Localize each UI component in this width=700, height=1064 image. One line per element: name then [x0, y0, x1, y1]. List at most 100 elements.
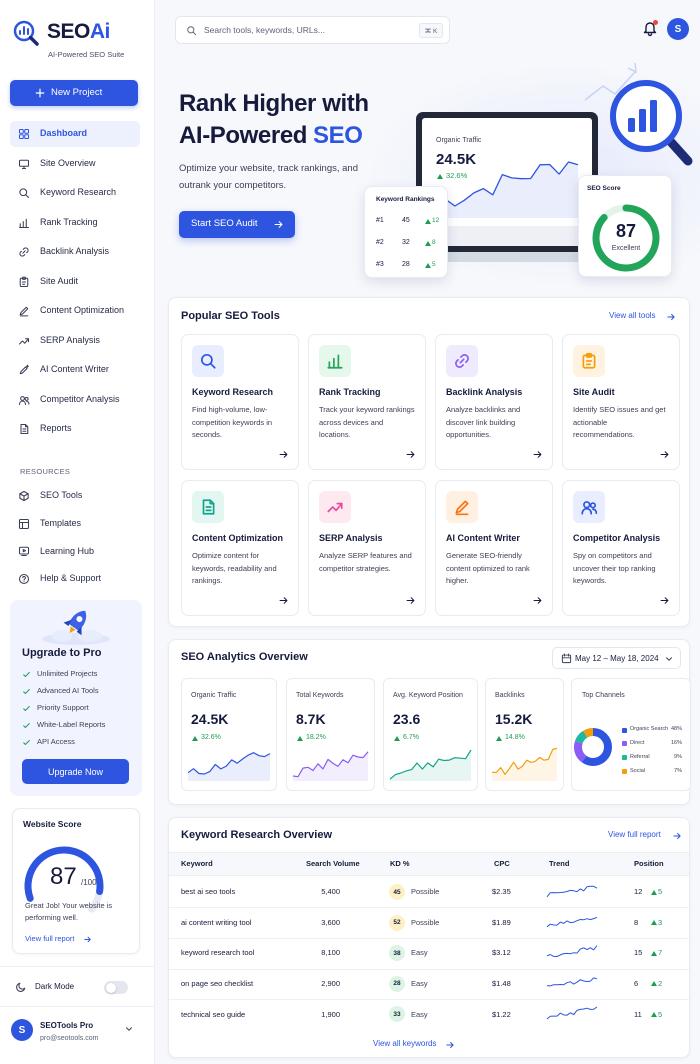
account-avatar: S	[11, 1019, 33, 1041]
tool-card[interactable]: Content Optimization Optimize content for…	[181, 480, 299, 616]
nav-icon-part	[18, 128, 30, 140]
link[interactable]: View all tools	[609, 310, 656, 320]
plus-icon	[35, 88, 45, 98]
resource-item[interactable]: Help & Support	[10, 566, 140, 592]
tool-card[interactable]: Site Audit Identify SEO issues and get ac…	[562, 334, 680, 470]
search-volume: 8,100	[321, 948, 340, 958]
resource-icon	[18, 547, 30, 557]
tool-card[interactable]: SERP Analysis Analyze SERP features and c…	[308, 480, 426, 616]
laptop-illustration-part	[422, 118, 592, 246]
tool-card[interactable]: Competitor Analysis Spy on competitors an…	[562, 480, 680, 616]
resource-icon-part	[22, 549, 27, 553]
up-arrow	[651, 981, 657, 987]
nav-item[interactable]: Keyword Research	[10, 180, 140, 206]
nav-item[interactable]: Backlink Analysis	[10, 239, 140, 265]
moon-icon	[16, 982, 26, 992]
nav-icon-part	[21, 276, 27, 280]
trend-sparkline-line	[546, 977, 598, 987]
metric-sparkline-area	[293, 751, 368, 781]
tool-icon	[202, 499, 215, 515]
user-avatar[interactable]: S	[667, 18, 689, 40]
nav-icon-part	[21, 165, 27, 169]
notification-bell-part	[643, 22, 657, 34]
nav-item[interactable]: Dashboard	[10, 121, 140, 147]
upgrade-button[interactable]: Upgrade Now	[22, 759, 129, 784]
rocket-illustration-part	[63, 610, 87, 636]
search-box[interactable]: Search tools, keywords, URLs... ⌘ K	[175, 16, 450, 44]
resource-label: Templates	[40, 517, 82, 528]
nav-item[interactable]: AI Content Writer	[10, 357, 140, 383]
metric-card: Organic Traffic 24.5K 32.6%	[181, 678, 277, 791]
link[interactable]: View all keywords	[373, 1038, 437, 1048]
legend-value: 7%	[674, 767, 682, 774]
tool-card[interactable]: Rank Tracking Track your keyword rankings…	[308, 334, 426, 470]
link[interactable]: View full report	[25, 934, 75, 944]
date-picker[interactable]: May 12 – May 18, 2024	[552, 647, 681, 669]
nav-item[interactable]: Content Optimization	[10, 298, 140, 324]
nav-icon-part	[20, 423, 29, 435]
nav-item[interactable]: Reports	[10, 416, 140, 442]
search-volume: 2,900	[321, 978, 340, 988]
tool-card[interactable]: Backlink Analysis Analyze backlinks and d…	[435, 334, 553, 470]
metric-sparkline	[292, 751, 369, 781]
shortcut-label: ⌘ K	[424, 27, 438, 35]
metric-change: 14.8%	[505, 734, 525, 742]
nav-label: SERP Analysis	[40, 334, 100, 345]
resource-item[interactable]: SEO Tools	[10, 483, 140, 509]
tool-name: SERP Analysis	[319, 533, 383, 544]
section-title: SEO Analytics Overview	[181, 650, 308, 663]
resource-icon	[18, 518, 30, 529]
chevron-icon-part	[126, 1027, 132, 1031]
nav-item[interactable]: Rank Tracking	[10, 210, 140, 236]
nav-item[interactable]: SERP Analysis	[10, 328, 140, 354]
logo-icon	[13, 20, 39, 46]
divider	[0, 966, 155, 967]
nav-label: Rank Tracking	[40, 216, 98, 227]
nav-icon-part	[18, 159, 30, 167]
nav-icon-part	[19, 188, 30, 199]
traffic-chart	[435, 161, 579, 218]
search-volume: 1,900	[321, 1009, 340, 1019]
donut-segment	[574, 728, 612, 766]
nav-icon-part	[19, 277, 29, 287]
metric-value: 15.2K	[495, 710, 533, 727]
dark-mode-toggle[interactable]	[104, 981, 128, 994]
arrow-icon-part	[274, 221, 283, 228]
nav-item[interactable]: Site Overview	[10, 151, 140, 177]
position: 6	[634, 978, 639, 988]
legend-swatch	[622, 768, 627, 774]
cpc: $1.48	[492, 978, 511, 988]
plus-icon-part	[35, 88, 45, 98]
nav-label: Competitor Analysis	[40, 393, 120, 404]
nav-item[interactable]: Site Audit	[10, 269, 140, 295]
seo-score-ring	[592, 204, 660, 272]
nav-item[interactable]: Competitor Analysis	[10, 387, 140, 413]
new-project-button[interactable]: New Project	[10, 80, 138, 106]
metric-value: 24.5K	[436, 151, 477, 169]
tool-card[interactable]: Keyword Research Find high-volume, low-co…	[181, 334, 299, 470]
arrow-icon	[406, 597, 415, 604]
nav-icon	[18, 395, 30, 405]
metric-label: Avg. Keyword Position	[393, 692, 463, 700]
logo-icon-part	[13, 20, 35, 42]
logo-icon-part	[28, 35, 39, 46]
resource-item[interactable]: Learning Hub	[10, 538, 140, 564]
tool-description: Find high-volume, low-competition keywor…	[192, 405, 273, 440]
tool-card[interactable]: AI Content Writer Generate SEO-friendly c…	[435, 480, 553, 616]
resource-item[interactable]: Templates	[10, 511, 140, 537]
tool-description: Generate SEO-friendly content optimized …	[446, 551, 530, 586]
cpc: $3.12	[492, 948, 511, 958]
legend-swatch	[622, 741, 627, 747]
link[interactable]: View full report	[608, 829, 661, 839]
plus-icon-part	[35, 88, 45, 98]
arrow-icon	[673, 832, 681, 839]
resource-icon-part	[19, 490, 29, 502]
nav-icon-part	[18, 159, 30, 169]
magnifier-illustration-part	[584, 71, 636, 101]
arrow-icon	[667, 313, 675, 320]
tool-icon-part	[589, 502, 597, 509]
start-audit-button[interactable]: Start SEO Audit	[179, 211, 295, 238]
traffic-chart-line	[435, 161, 579, 207]
up-arrow	[651, 889, 657, 895]
